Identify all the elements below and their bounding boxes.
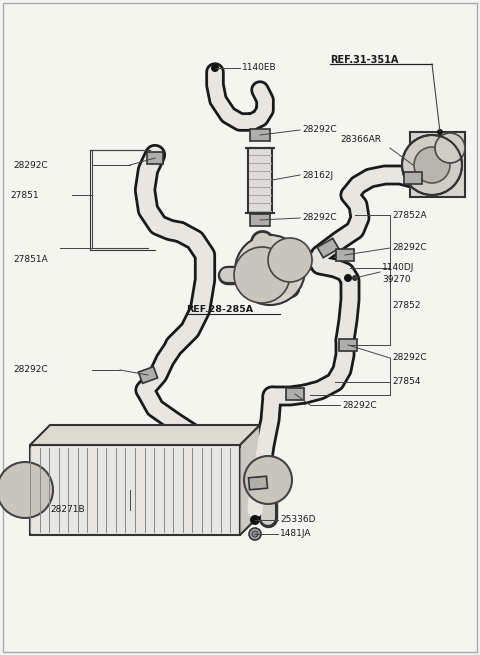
FancyBboxPatch shape xyxy=(317,238,339,257)
Text: 28292C: 28292C xyxy=(13,160,48,170)
FancyBboxPatch shape xyxy=(30,445,240,535)
FancyBboxPatch shape xyxy=(249,476,267,490)
FancyBboxPatch shape xyxy=(286,388,304,400)
Text: REF.31-351A: REF.31-351A xyxy=(330,55,398,65)
Polygon shape xyxy=(30,425,260,445)
FancyBboxPatch shape xyxy=(336,249,354,261)
Text: 28366AR: 28366AR xyxy=(340,136,381,145)
FancyBboxPatch shape xyxy=(250,214,270,226)
Circle shape xyxy=(0,462,53,518)
Circle shape xyxy=(414,147,450,183)
Text: 25336D: 25336D xyxy=(280,515,315,525)
FancyBboxPatch shape xyxy=(138,367,157,383)
Circle shape xyxy=(437,129,443,135)
Text: 28292C: 28292C xyxy=(302,214,336,223)
Text: 27852: 27852 xyxy=(392,301,420,310)
Text: 1140EB: 1140EB xyxy=(242,64,276,73)
Circle shape xyxy=(211,64,219,72)
Circle shape xyxy=(234,247,290,303)
Circle shape xyxy=(235,235,305,305)
Circle shape xyxy=(402,135,462,195)
FancyBboxPatch shape xyxy=(339,339,357,351)
Text: 27852A: 27852A xyxy=(392,210,427,219)
Circle shape xyxy=(268,238,312,282)
Polygon shape xyxy=(240,425,260,535)
Circle shape xyxy=(249,528,261,540)
Text: 27851A: 27851A xyxy=(13,255,48,265)
Text: REF.28-285A: REF.28-285A xyxy=(186,305,253,314)
Text: 27851: 27851 xyxy=(10,191,38,200)
Text: 28271B: 28271B xyxy=(50,506,84,514)
Text: 28292C: 28292C xyxy=(13,365,48,375)
Text: 1140DJ: 1140DJ xyxy=(382,263,414,272)
Circle shape xyxy=(435,133,465,163)
Text: 28162J: 28162J xyxy=(302,170,333,179)
Text: 39270: 39270 xyxy=(382,276,410,284)
FancyBboxPatch shape xyxy=(147,152,163,164)
Text: 28292C: 28292C xyxy=(342,400,377,409)
Circle shape xyxy=(252,531,258,537)
Circle shape xyxy=(250,515,260,525)
FancyBboxPatch shape xyxy=(250,129,270,141)
Circle shape xyxy=(344,274,352,282)
FancyBboxPatch shape xyxy=(404,172,422,184)
Circle shape xyxy=(244,456,292,504)
Text: 28292C: 28292C xyxy=(392,354,427,362)
Text: 1481JA: 1481JA xyxy=(280,529,312,538)
Text: 28292C: 28292C xyxy=(392,244,427,252)
Circle shape xyxy=(352,275,358,281)
Text: 28292C: 28292C xyxy=(302,126,336,134)
FancyBboxPatch shape xyxy=(410,132,465,197)
FancyBboxPatch shape xyxy=(248,148,272,213)
Text: 27854: 27854 xyxy=(392,377,420,386)
